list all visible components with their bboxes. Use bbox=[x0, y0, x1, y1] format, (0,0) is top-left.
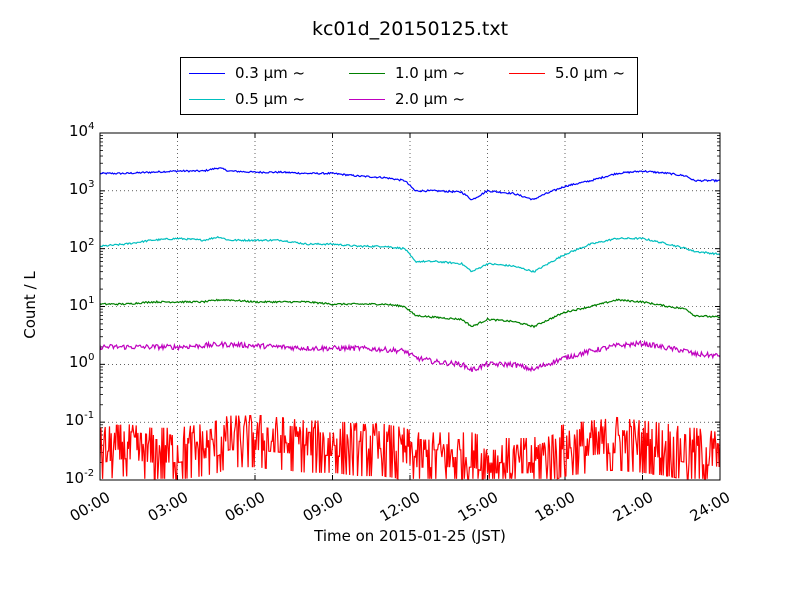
y-tick-label: 10-2 bbox=[65, 468, 95, 487]
y-tick-label: 10-1 bbox=[65, 410, 95, 430]
legend-item: 1.0 μm ~ bbox=[349, 64, 465, 82]
series-line-1 bbox=[100, 167, 720, 201]
series-line-3 bbox=[100, 298, 720, 329]
y-axis-label: Count / L bbox=[21, 271, 39, 339]
legend-item: 0.5 μm ~ bbox=[189, 90, 305, 108]
legend-item: 0.3 μm ~ bbox=[189, 64, 305, 82]
legend-item: 5.0 μm ~ bbox=[509, 64, 625, 82]
series-line-4 bbox=[100, 339, 720, 373]
legend-label: 5.0 μm ~ bbox=[555, 64, 626, 82]
y-tick-label: 103 bbox=[69, 178, 95, 198]
chart-legend: 0.3 μm ~ 0.5 μm ~ 1.0 μm ~ 2.0 μm ~ 5.0 μm ~ bbox=[180, 57, 638, 115]
legend-label: 0.5 μm ~ bbox=[235, 90, 306, 108]
legend-label: 1.0 μm ~ bbox=[395, 64, 466, 82]
legend-label: 2.0 μm ~ bbox=[395, 90, 466, 108]
plot-frame bbox=[99, 132, 721, 481]
legend-swatch bbox=[349, 72, 385, 74]
y-tick-label: 101 bbox=[69, 294, 95, 314]
y-tick-label: 104 bbox=[69, 121, 95, 140]
y-tick-label: 100 bbox=[69, 352, 95, 372]
legend-item: 2.0 μm ~ bbox=[349, 90, 465, 108]
legend-swatch bbox=[189, 72, 225, 74]
chart-title: kc01d_20150125.txt bbox=[311, 18, 509, 40]
legend-label: 0.3 μm ~ bbox=[235, 64, 306, 82]
series-line-5 bbox=[100, 415, 720, 480]
y-tick-label: 102 bbox=[69, 236, 95, 256]
series-line-2 bbox=[100, 235, 720, 273]
legend-swatch bbox=[189, 98, 225, 100]
legend-swatch bbox=[509, 72, 545, 74]
legend-swatch bbox=[349, 98, 385, 100]
x-axis-label: Time on 2015-01-25 (JST) bbox=[314, 527, 506, 545]
